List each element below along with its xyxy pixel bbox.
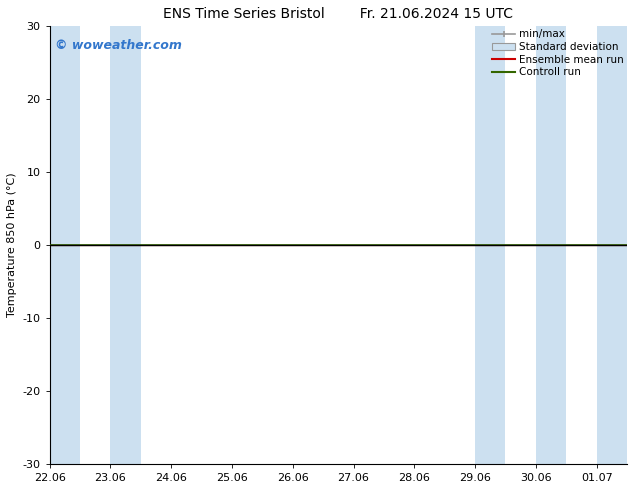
Legend: min/max, Standard deviation, Ensemble mean run, Controll run: min/max, Standard deviation, Ensemble me…: [490, 27, 626, 79]
Bar: [110, 26, 141, 464]
Bar: [536, 26, 566, 464]
Bar: [475, 26, 505, 464]
Bar: [597, 26, 627, 464]
Y-axis label: Temperature 850 hPa (°C): Temperature 850 hPa (°C): [7, 173, 17, 318]
Text: © woweather.com: © woweather.com: [55, 39, 183, 52]
Bar: [49, 26, 80, 464]
Title: ENS Time Series Bristol        Fr. 21.06.2024 15 UTC: ENS Time Series Bristol Fr. 21.06.2024 1…: [164, 7, 514, 21]
